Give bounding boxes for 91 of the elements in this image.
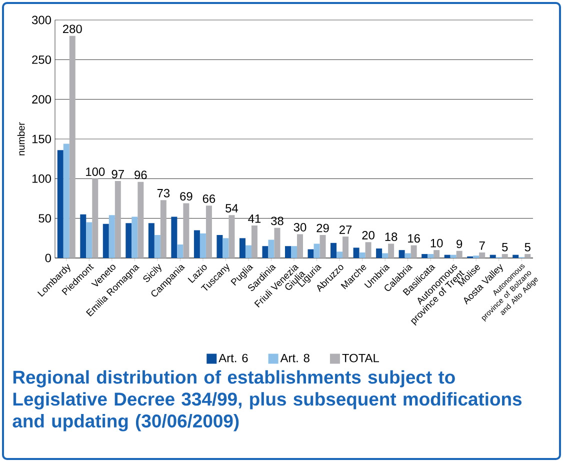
y-tick-label: 50 — [38, 214, 52, 223]
bar — [291, 246, 297, 258]
data-label: 54 — [226, 204, 238, 212]
data-label: 96 — [134, 170, 147, 180]
data-label: 69 — [180, 192, 192, 201]
bar — [92, 178, 98, 258]
y-tick-label: 300 — [32, 16, 52, 24]
data-label: 97 — [112, 170, 124, 178]
data-label: 16 — [408, 234, 420, 243]
bar — [274, 228, 280, 258]
text: Regional distribution of establishments subject to Legislative Decree 334/99, plus subsequent modifications and updating (30/06/2009) — [12, 370, 522, 432]
data-label: 29 — [316, 224, 329, 232]
bar — [314, 244, 320, 258]
bar — [63, 144, 70, 258]
bar — [80, 214, 86, 258]
bar — [108, 215, 115, 258]
data-label: 18 — [385, 232, 398, 242]
bar — [200, 233, 206, 258]
bar — [148, 223, 154, 258]
bar — [479, 252, 486, 258]
bar — [382, 253, 388, 258]
data-label: 20 — [362, 230, 374, 240]
bar — [422, 254, 428, 258]
bar — [410, 245, 417, 258]
y-axis-title: number — [17, 122, 25, 156]
bar — [262, 246, 268, 258]
bar — [251, 225, 258, 258]
bar — [330, 242, 337, 258]
bar — [353, 248, 360, 258]
bar — [490, 254, 496, 258]
data-label: 10 — [430, 238, 443, 248]
bar — [336, 252, 343, 258]
bar — [126, 223, 132, 258]
bar — [239, 238, 246, 258]
bar — [222, 238, 229, 258]
bar — [524, 254, 531, 258]
bar — [177, 244, 184, 258]
bar — [285, 246, 291, 258]
bar — [86, 222, 92, 258]
bar — [376, 248, 382, 258]
data-label: 66 — [202, 194, 216, 203]
bar — [398, 250, 405, 258]
bar — [194, 230, 200, 258]
data-label: 73 — [157, 188, 170, 198]
legend-label: Art. 8 — [280, 354, 310, 362]
data-label: 5 — [502, 242, 508, 252]
data-label: 9 — [456, 240, 462, 248]
bar — [388, 244, 394, 258]
bar — [428, 254, 434, 258]
bar — [404, 253, 411, 258]
data-label: 27 — [339, 226, 352, 234]
bar — [308, 249, 314, 258]
bar — [434, 250, 440, 258]
bar — [359, 252, 366, 258]
y-tick-label: 150 — [32, 134, 52, 144]
bar — [114, 181, 121, 258]
bar — [297, 234, 303, 258]
bar — [138, 182, 144, 258]
y-tick-label: 0 — [45, 254, 52, 262]
bar — [216, 234, 223, 258]
data-label: 7 — [479, 242, 485, 250]
bar — [160, 200, 166, 258]
bar — [228, 215, 235, 258]
data-label: 5 — [524, 242, 530, 252]
bar — [102, 224, 109, 258]
data-label: 100 — [86, 168, 105, 176]
bar — [171, 216, 178, 258]
bar — [444, 254, 450, 258]
data-label: 30 — [294, 223, 306, 232]
bar — [342, 236, 349, 258]
bar — [206, 206, 212, 258]
bar — [154, 234, 160, 258]
bar — [245, 245, 252, 258]
data-label: 38 — [271, 216, 284, 226]
bar — [268, 240, 274, 258]
bar — [320, 234, 326, 258]
y-tick-label: 200 — [32, 95, 52, 104]
bar — [512, 254, 519, 258]
data-label: 280 — [63, 24, 82, 34]
bar — [57, 150, 64, 258]
legend-label: Art. 6 — [218, 354, 248, 362]
bar — [69, 36, 76, 258]
legend-label: TOTAL — [342, 354, 379, 362]
bar — [502, 254, 508, 258]
bar — [456, 250, 462, 258]
bar — [183, 203, 190, 258]
y-tick-label: 250 — [32, 55, 52, 64]
bar — [132, 216, 138, 258]
bar — [450, 254, 456, 258]
bar — [365, 242, 372, 258]
y-tick-label: 100 — [32, 174, 52, 183]
